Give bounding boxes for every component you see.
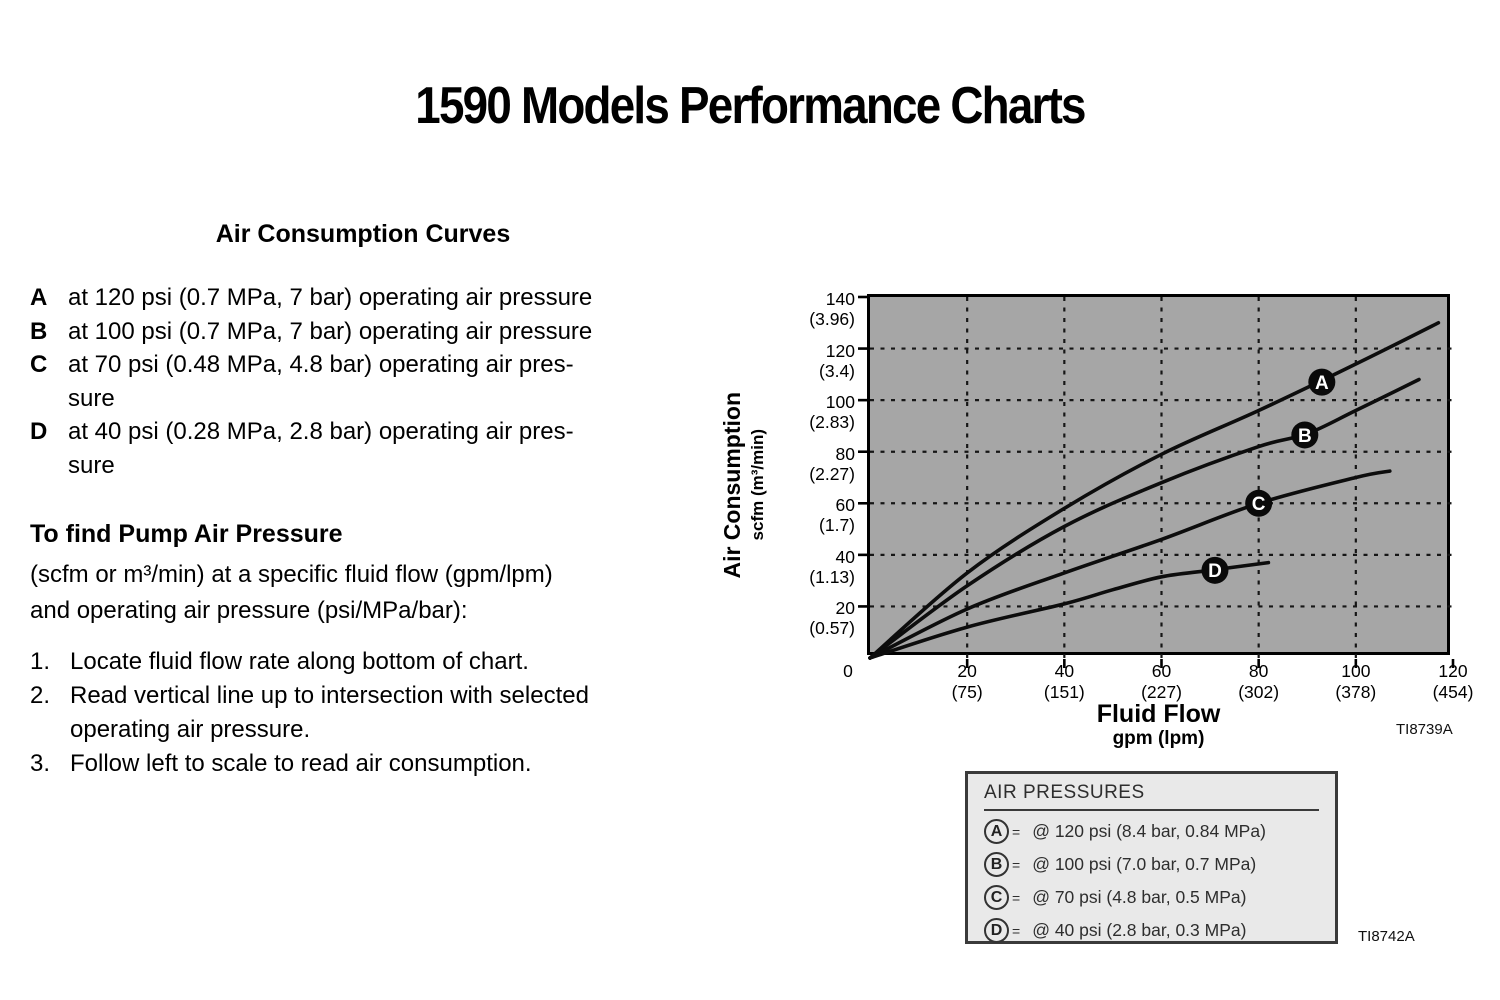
x-tick-label-80: 80 (302)	[1238, 661, 1280, 702]
step-2-number: 2.	[30, 682, 51, 709]
step-2-text-line1: Read vertical line up to intersection wi…	[70, 682, 589, 709]
curve-list-item-d: D at 40 psi (0.28 MPa, 2.8 bar) operatin…	[30, 415, 730, 482]
y-tick-labels: 20 (0.57) 40 (1.13) 60 (1.7) 80 (2.27) 100 (2.83)…	[765, 289, 855, 652]
legend-title: AIR PRESSURES	[984, 782, 1319, 811]
step-3: 3. Follow left to scale to read air cons…	[30, 747, 730, 781]
legend-text-c: @ 70 psi (4.8 bar, 0.5 MPa)	[1032, 887, 1247, 907]
legend-text-b: @ 100 psi (7.0 bar, 0.7 MPa)	[1032, 854, 1257, 874]
curve-desc-d-line2: sure	[68, 451, 115, 479]
y-tick-label-20: 20 (0.57)	[809, 598, 855, 639]
curve-desc-d-line1: at 40 psi (0.28 MPa, 2.8 bar) operating …	[68, 418, 574, 445]
curve-list: A at 120 psi (0.7 MPa, 7 bar) operating …	[30, 281, 730, 482]
step-1-number: 1.	[30, 648, 51, 675]
curve-desc-c-line2: sure	[68, 384, 115, 412]
find-intro: (scfm or m³/min) at a specific fluid flo…	[30, 557, 730, 629]
legend-row-a: A = @ 120 psi (8.4 bar, 0.84 MPa)	[984, 819, 1319, 844]
curve-desc-b: at 100 psi (0.7 MPa, 7 bar) operating ai…	[68, 317, 593, 345]
x-tick-label-120: 120 (454)	[1432, 661, 1474, 702]
curve-marker-label-c: C	[1252, 494, 1266, 515]
y-tick-label-60: 60 (1.7)	[819, 495, 855, 536]
curve-key-d: D	[30, 418, 48, 445]
curve-list-item-a: A at 120 psi (0.7 MPa, 7 bar) operating …	[30, 281, 730, 315]
x-axis-title: Fluid Flow gpm (lpm)	[870, 701, 1447, 751]
curve-marker-label-b: B	[1298, 426, 1312, 447]
x-tick-label-40: 40 (151)	[1043, 661, 1085, 702]
figure-id-legend: TI8742A	[1358, 928, 1415, 945]
curve-marker-label-a: A	[1315, 373, 1329, 394]
figure-id-chart: TI8739A	[1396, 721, 1453, 738]
curve-desc-a: at 120 psi (0.7 MPa, 7 bar) operating ai…	[68, 284, 593, 311]
equals-sign: =	[1012, 823, 1021, 840]
equals-sign: =	[1012, 856, 1021, 873]
x-axis-units-label: gpm (lpm)	[1112, 728, 1205, 749]
curve-marker-b	[1291, 421, 1319, 449]
legend-key-circle-b: B	[984, 852, 1009, 877]
find-intro-line2: and operating air pressure (psi/MPa/bar)…	[30, 597, 468, 624]
curve-desc-c-line1: at 70 psi (0.48 MPa, 4.8 bar) operating …	[68, 351, 574, 378]
step-1-text: Locate fluid flow rate along bottom of c…	[70, 648, 529, 675]
y-axis-title: Air Consumption scfm (m³/min)	[714, 360, 772, 610]
x-tick-label-100: 100 (378)	[1335, 661, 1377, 702]
step-3-text: Follow left to scale to read air consump…	[70, 750, 532, 777]
y-tick-label-120: 120 (3.4)	[819, 340, 855, 381]
curve-marker-c	[1245, 489, 1273, 517]
equals-sign: =	[1012, 922, 1021, 939]
legend-row-c: C = @ 70 psi (4.8 bar, 0.5 MPa)	[984, 885, 1319, 910]
instructions-panel: Air Consumption Curves A at 120 psi (0.7…	[30, 220, 730, 781]
curve-key-a: A	[30, 284, 48, 311]
y-tick-label-40: 40 (1.13)	[809, 546, 855, 587]
equals-sign: =	[1012, 889, 1021, 906]
legend-row-d: D = @ 40 psi (2.8 bar, 0.3 MPa)	[984, 918, 1319, 943]
plot-svg: A B C D	[858, 295, 1455, 668]
y-tick-label-140: 140 (3.96)	[809, 289, 855, 329]
y-tick-label-80: 80 (2.27)	[809, 443, 855, 484]
legend-row-b: B = @ 100 psi (7.0 bar, 0.7 MPa)	[984, 852, 1319, 877]
find-pump-air-pressure-heading: To find Pump Air Pressure	[30, 520, 343, 548]
page-title: 1590 Models Performance Charts	[415, 77, 1086, 135]
steps-list: 1. Locate fluid flow rate along bottom o…	[30, 645, 730, 781]
legend-text-d: @ 40 psi (2.8 bar, 0.3 MPa)	[1032, 920, 1247, 940]
x-tick-label-20: 20 (75)	[951, 661, 983, 702]
curve-list-item-c: C at 70 psi (0.48 MPa, 4.8 bar) operatin…	[30, 348, 730, 415]
y-axis-label: Air Consumption	[718, 391, 745, 579]
air-consumption-plot: A B C D 20 (0.57) 40 (1.13) 60 (1.7) 80 (2.27) 100(…	[809, 289, 1473, 749]
curve-b	[868, 377, 1421, 660]
curve-marker-d	[1201, 556, 1229, 584]
x-tick-label-60: 60 (227)	[1141, 661, 1182, 702]
legend-key-circle-d: D	[984, 918, 1009, 943]
legend-text-a: @ 120 psi (8.4 bar, 0.84 MPa)	[1032, 821, 1266, 841]
step-2-text-line2: operating air pressure.	[70, 716, 311, 743]
find-intro-line1: (scfm or m³/min) at a specific fluid flo…	[30, 561, 553, 588]
legend-key-circle-a: A	[984, 819, 1009, 844]
x-axis-label: Fluid Flow	[1096, 700, 1221, 728]
curve-key-b: B	[30, 317, 48, 345]
curve-list-item-b: B at 100 psi (0.7 MPa, 7 bar) operating …	[30, 315, 730, 349]
y-tick-label-100: 100 (2.83)	[809, 392, 855, 433]
air-consumption-curves-heading: Air Consumption Curves	[215, 220, 511, 248]
step-3-number: 3.	[30, 750, 51, 777]
legend-key-circle-c: C	[984, 885, 1009, 910]
step-1: 1. Locate fluid flow rate along bottom o…	[30, 645, 730, 679]
step-2: 2. Read vertical line up to intersection…	[30, 679, 730, 747]
curve-c	[868, 469, 1392, 660]
air-pressures-legend: AIR PRESSURES A = @ 120 psi (8.4 bar, 0.…	[965, 771, 1338, 944]
x-tick-label-0: 0	[843, 661, 853, 681]
curve-key-c: C	[30, 351, 48, 378]
curve-marker-label-d: D	[1208, 561, 1222, 582]
curve-marker-a	[1308, 368, 1336, 396]
curve-a	[868, 321, 1441, 660]
